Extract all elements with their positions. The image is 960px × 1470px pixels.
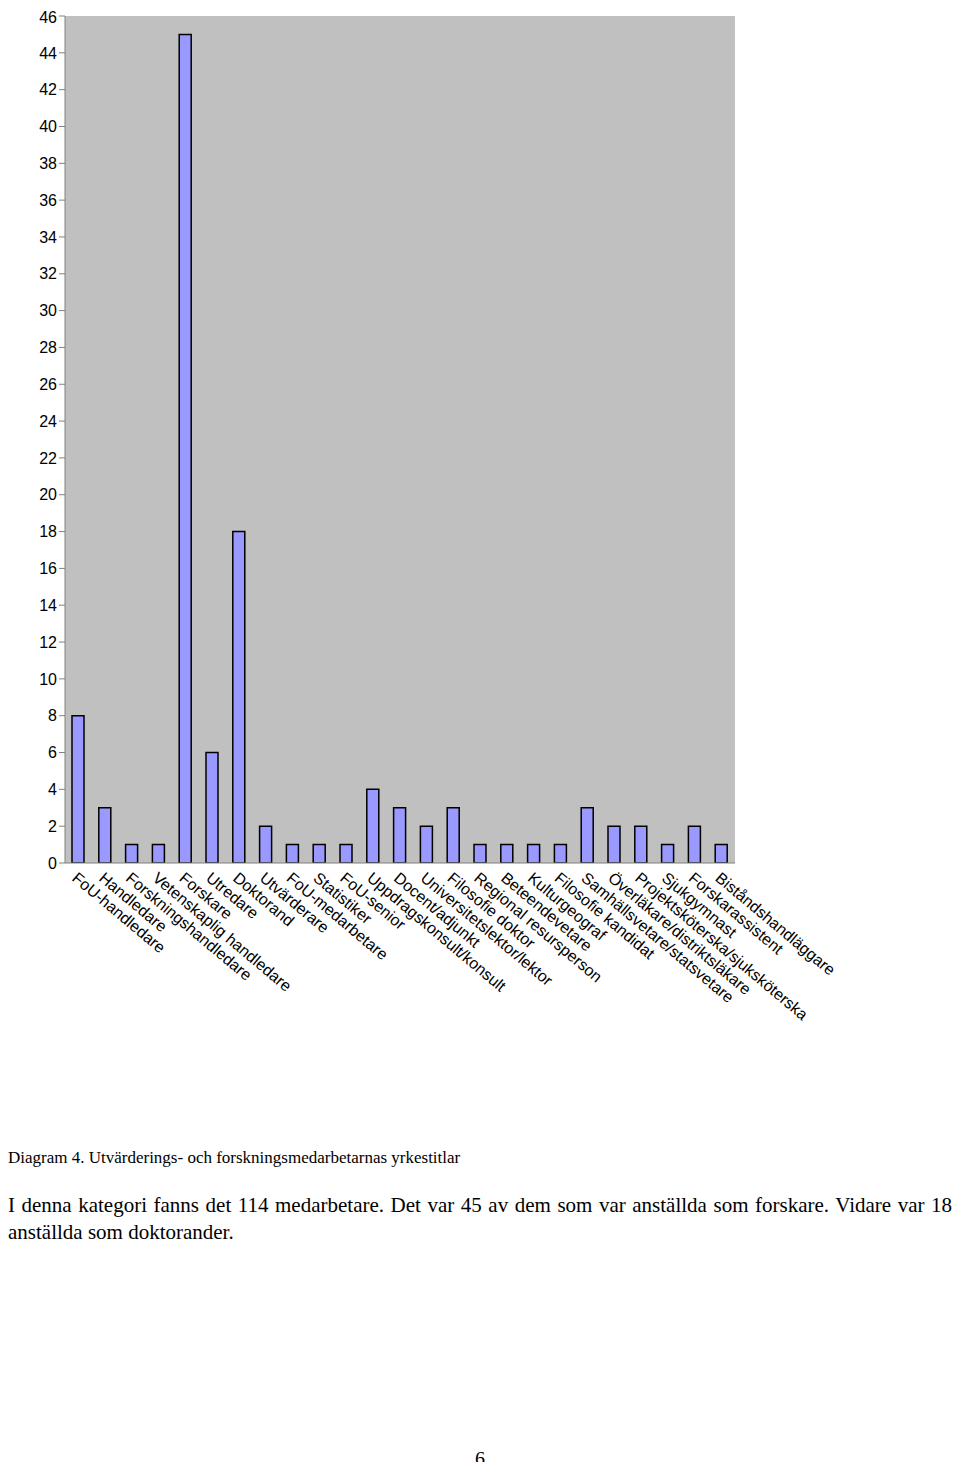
svg-text:0: 0 [48, 855, 57, 872]
svg-text:Utvärderare: Utvärderare [256, 869, 333, 937]
svg-text:44: 44 [39, 45, 57, 62]
svg-text:40: 40 [39, 118, 57, 135]
svg-text:36: 36 [39, 192, 57, 209]
svg-text:Överläkare/distriktsläkare: Överläkare/distriktsläkare [605, 869, 755, 998]
svg-text:18: 18 [39, 523, 57, 540]
svg-text:14: 14 [39, 597, 57, 614]
svg-text:FoU-senior: FoU-senior [337, 869, 409, 933]
svg-text:4: 4 [48, 781, 57, 798]
svg-text:12: 12 [39, 634, 57, 651]
svg-text:Docent/adjunkt: Docent/adjunkt [390, 869, 484, 951]
svg-text:Projektsköterska/sjuksköterska: Projektsköterska/sjuksköterska [632, 869, 811, 1023]
svg-text:FoU-medarbetare: FoU-medarbetare [283, 869, 392, 964]
svg-text:34: 34 [39, 229, 57, 246]
svg-text:42: 42 [39, 81, 57, 98]
svg-text:Regional resursperson: Regional resursperson [471, 869, 606, 986]
svg-text:22: 22 [39, 450, 57, 467]
svg-text:46: 46 [39, 9, 57, 26]
svg-text:Forskningshandledare: Forskningshandledare [122, 869, 255, 984]
html-text:Diagram 4. Utvärderings- och f: Diagram 4. Utvärderings- och forskningsm… [8, 1148, 461, 1167]
svg-text:28: 28 [39, 339, 57, 356]
html-text:6: 6 [475, 1448, 485, 1470]
svg-text:32: 32 [39, 265, 57, 282]
svg-text:20: 20 [39, 486, 57, 503]
svg-text:38: 38 [39, 155, 57, 172]
svg-text:30: 30 [39, 302, 57, 319]
svg-text:Vetenskaplig handledare: Vetenskaplig handledare [149, 869, 295, 995]
svg-text:8: 8 [48, 707, 57, 724]
svg-text:Forskare: Forskare [176, 869, 236, 923]
svg-text:Forskarassistent: Forskarassistent [685, 869, 787, 958]
svg-text:16: 16 [39, 560, 57, 577]
svg-text:Beteendevetare: Beteendevetare [498, 869, 596, 955]
svg-text:Samhällsvetare/statsvetare: Samhällsvetare/statsvetare [578, 869, 738, 1006]
svg-text:Universitetslektor/lektor: Universitetslektor/lektor [417, 869, 556, 989]
svg-text:24: 24 [39, 413, 57, 430]
svg-text:Filosofie kandidat: Filosofie kandidat [551, 869, 658, 962]
svg-text:Filosofie doktor: Filosofie doktor [444, 869, 539, 952]
svg-text:26: 26 [39, 376, 57, 393]
svg-text:FoU-handledare: FoU-handledare [69, 869, 169, 957]
svg-text:Uppdragskonsult/konsult: Uppdragskonsult/konsult [364, 869, 510, 995]
svg-text:Handledare: Handledare [96, 869, 171, 936]
svg-text:Kulturgeograf: Kulturgeograf [524, 869, 610, 944]
svg-text:Biståndshandläggare: Biståndshandläggare [712, 869, 838, 979]
svg-text:10: 10 [39, 671, 57, 688]
svg-text:6: 6 [48, 744, 57, 761]
svg-text:Doktorand: Doktorand [230, 869, 298, 930]
svg-text:Statistiker: Statistiker [310, 869, 376, 928]
html-text:I denna kategori fanns det 114: I denna kategori fanns det 114 medarbeta… [8, 1193, 952, 1244]
svg-text:2: 2 [48, 818, 57, 835]
svg-text:Sjukgymnast: Sjukgymnast [658, 869, 740, 941]
svg-text:Utredare: Utredare [203, 869, 262, 922]
